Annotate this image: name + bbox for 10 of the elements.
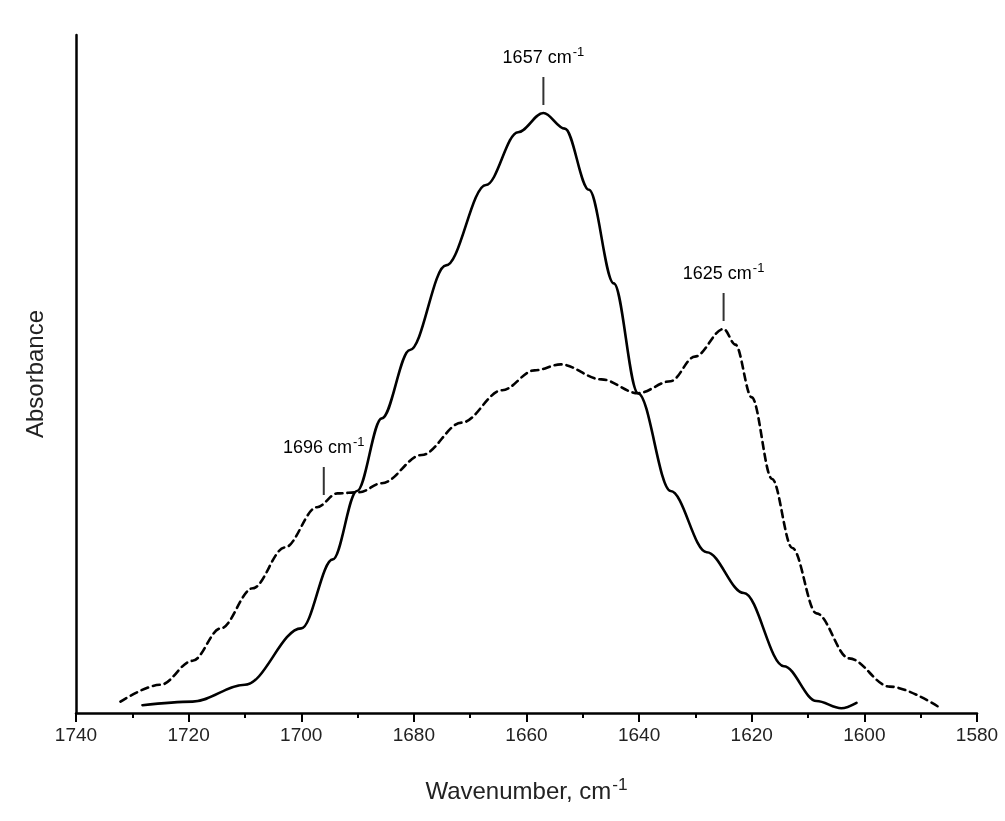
- x-tick-label: 1580: [955, 724, 999, 745]
- x-tick-label: 1620: [730, 724, 773, 745]
- y-axis-title: Absorbance: [20, 309, 48, 439]
- x-tick-label: 1600: [843, 724, 886, 745]
- x-tick-label: 1660: [505, 724, 548, 745]
- x-tick-label: 1640: [617, 724, 661, 745]
- x-tick-label: 1700: [280, 724, 323, 745]
- x-tick-label: 1740: [54, 724, 98, 745]
- x-tick-label: 1680: [392, 724, 436, 745]
- x-tick-label: 1720: [167, 724, 210, 745]
